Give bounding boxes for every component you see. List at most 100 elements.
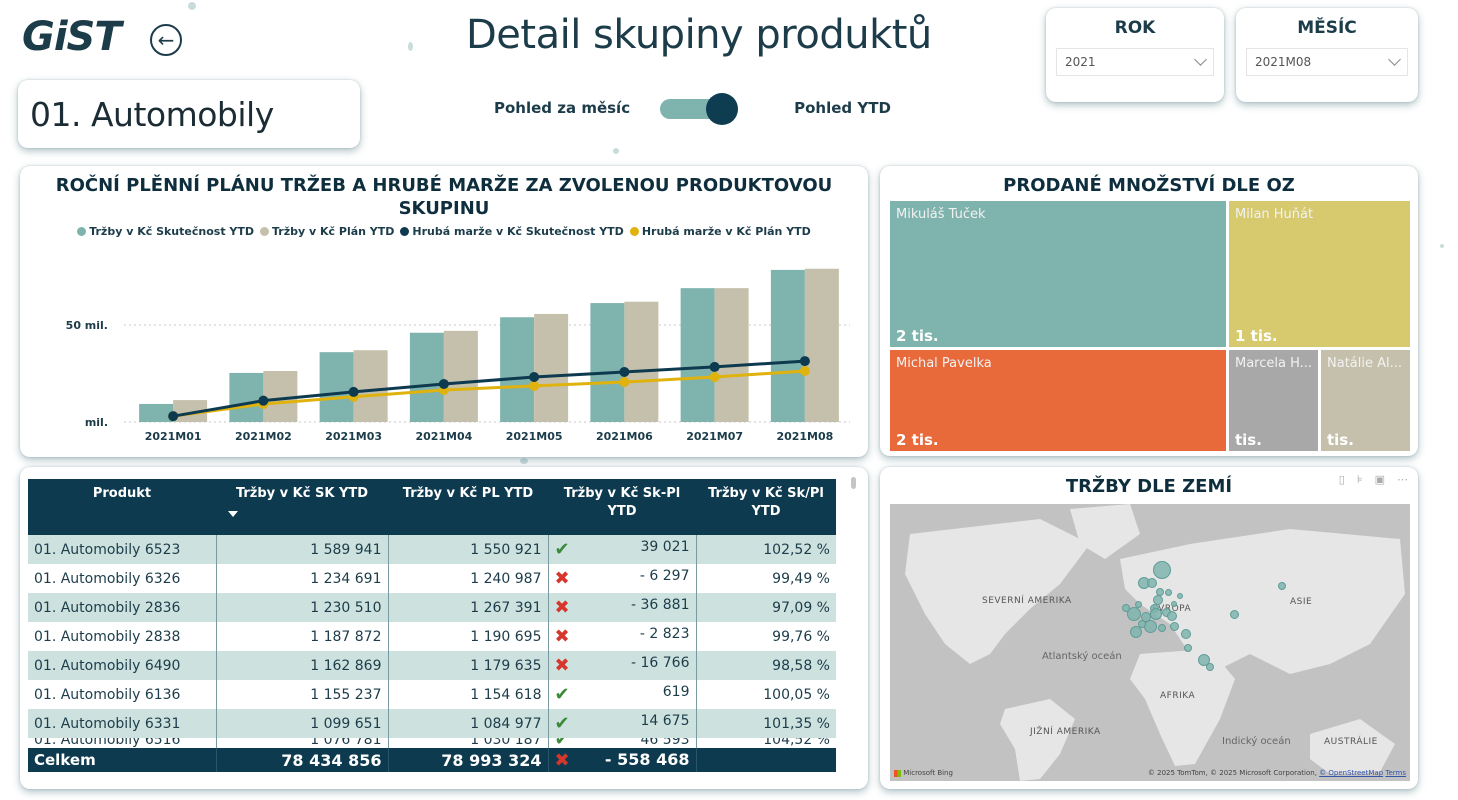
country-bubble[interactable]: [1150, 608, 1162, 620]
cell-pl: 1 154 618: [387, 680, 548, 709]
check-icon: ✔: [555, 738, 577, 748]
table-scrollbar[interactable]: [851, 477, 856, 489]
bar-plan[interactable]: [624, 301, 659, 422]
bar-actual[interactable]: [770, 269, 805, 422]
legend-item[interactable]: Hrubá marže v Kč Skutečnost YTD: [400, 225, 624, 238]
legend-item[interactable]: Hrubá marže v Kč Plán YTD: [629, 225, 811, 238]
filter-icon[interactable]: ⊧: [1356, 473, 1363, 486]
country-bubble[interactable]: [1167, 611, 1177, 621]
treemap-tile[interactable]: Milan Huňát 1 tis.: [1229, 201, 1410, 347]
country-bubble[interactable]: [1177, 593, 1183, 599]
bar-actual[interactable]: [319, 352, 354, 422]
check-icon: ✔: [554, 684, 570, 705]
year-dropdown[interactable]: 2021: [1056, 48, 1214, 76]
x-tick-label: 2021M08: [776, 430, 833, 443]
treemap-tile[interactable]: Natálie Al... tis.: [1321, 350, 1410, 451]
country-bubble[interactable]: [1181, 629, 1191, 639]
table-row[interactable]: 01. Automobily 2836 1 230 510 1 267 391 ✖ - …: [28, 593, 836, 622]
eurasia-shape: [1120, 529, 1405, 674]
month-dropdown[interactable]: 2021M08: [1246, 48, 1408, 76]
country-bubble[interactable]: [1158, 624, 1166, 632]
country-bubble[interactable]: [1130, 626, 1142, 638]
bar-plan[interactable]: [353, 350, 388, 422]
pin-icon[interactable]: ▯: [1338, 473, 1345, 486]
line-point[interactable]: [438, 378, 449, 389]
bar-actual[interactable]: [229, 372, 264, 422]
col-header-pct[interactable]: Tržby v Kč Sk/Pl YTD: [696, 479, 836, 535]
country-bubble[interactable]: [1134, 600, 1142, 608]
country-bubble[interactable]: [1229, 609, 1239, 619]
x-tick-label: 2021M06: [596, 430, 653, 443]
view-toggle-switch[interactable]: [660, 93, 742, 125]
microsoft-logo-icon: [894, 769, 901, 777]
country-bubble[interactable]: [1153, 561, 1171, 579]
line-point[interactable]: [709, 361, 720, 372]
line-point[interactable]: [709, 371, 720, 382]
col-header-pl[interactable]: Tržby v Kč PL YTD: [388, 479, 548, 535]
country-bubble[interactable]: [1171, 601, 1177, 607]
col-header-sk[interactable]: Tržby v Kč SK YTD: [216, 479, 388, 535]
country-bubble[interactable]: [1278, 582, 1286, 590]
back-button[interactable]: ←: [150, 24, 182, 56]
bar-plan[interactable]: [804, 268, 839, 422]
bar-plan[interactable]: [443, 330, 478, 422]
bar-actual[interactable]: [590, 303, 625, 422]
col-header-diff[interactable]: Tržby v Kč Sk-Pl YTD: [548, 479, 696, 535]
focus-mode-icon[interactable]: ▣: [1374, 473, 1385, 486]
country-bubble[interactable]: [1138, 620, 1146, 628]
col-header-product[interactable]: Produkt: [28, 479, 216, 535]
treemap-tile[interactable]: Marcela H... tis.: [1229, 350, 1318, 451]
north-america-shape: [905, 519, 1090, 664]
line-point[interactable]: [529, 371, 540, 382]
table-row[interactable]: 01. Automobily 6331 1 099 651 1 084 977 ✔ 14…: [28, 709, 836, 738]
treemap-tile[interactable]: Mikuláš Tuček 2 tis.: [890, 201, 1226, 347]
bar-actual[interactable]: [500, 317, 535, 422]
bar-actual[interactable]: [139, 403, 174, 422]
chart-legend: Tržby v Kč Skutečnost YTD Tržby v Kč Plán…: [20, 225, 868, 238]
table-row[interactable]: 01. Automobily 6326 1 234 691 1 240 987 ✖ - …: [28, 564, 836, 593]
line-point[interactable]: [258, 395, 269, 406]
bar-actual[interactable]: [680, 288, 715, 422]
country-bubble[interactable]: [1184, 644, 1192, 652]
more-options-icon[interactable]: ⋯: [1397, 473, 1408, 486]
line-point[interactable]: [529, 380, 540, 391]
country-bubble[interactable]: [1147, 578, 1157, 588]
line-point[interactable]: [799, 356, 810, 367]
gist-logo: GiST: [22, 14, 122, 60]
table-row[interactable]: 01. Automobily 6136 1 155 237 1 154 618 ✔ 61…: [28, 680, 836, 709]
cell-pl: 1 084 977: [387, 709, 548, 738]
cell-pct: 97,09 %: [695, 593, 836, 622]
osm-link[interactable]: © OpenStreetMap: [1319, 769, 1384, 777]
cell-sk: 1 589 941: [215, 535, 388, 564]
treemap-tile[interactable]: Michal Pavelka 2 tis.: [890, 350, 1226, 451]
table-row[interactable]: 01. Automobily 6490 1 162 869 1 179 635 ✖ - …: [28, 651, 836, 680]
month-slicer-title: MĚSÍC: [1297, 18, 1357, 38]
toggle-knob[interactable]: [706, 93, 739, 125]
table-row[interactable]: 01. Automobily 2838 1 187 872 1 190 695 ✖ - …: [28, 622, 836, 651]
table-row[interactable]: 01. Automobily 6523 1 589 941 1 550 921 ✔ 39…: [28, 535, 836, 564]
line-point[interactable]: [799, 365, 810, 376]
country-bubble[interactable]: [1206, 663, 1214, 671]
line-point[interactable]: [168, 411, 179, 422]
sort-descending-icon[interactable]: [228, 511, 238, 517]
legend-item[interactable]: Tržby v Kč Skutečnost YTD: [77, 225, 254, 238]
bar-plan[interactable]: [534, 313, 569, 422]
bar-plan[interactable]: [714, 288, 749, 422]
world-map[interactable]: SEVERNÍ AMERIKA EVROPA ASIE Atlantský oc…: [890, 504, 1410, 781]
legend-item[interactable]: Tržby v Kč Plán YTD: [260, 225, 394, 238]
country-bubble[interactable]: [1164, 588, 1172, 596]
line-point[interactable]: [619, 366, 630, 377]
country-bubble[interactable]: [1169, 621, 1179, 631]
terms-link[interactable]: Terms: [1385, 769, 1406, 777]
country-bubble[interactable]: [1127, 607, 1141, 621]
bar-actual[interactable]: [409, 332, 444, 422]
line-point[interactable]: [619, 377, 630, 388]
line-point[interactable]: [348, 386, 359, 397]
tile-value: 2 tis.: [896, 327, 939, 345]
product-group-card: 01. Automobily: [18, 80, 360, 148]
country-bubble[interactable]: [1153, 595, 1163, 605]
arrow-left-circle-icon: ←: [157, 28, 175, 52]
diff-value: 39 021: [640, 539, 690, 555]
diff-value: 14 675: [640, 713, 690, 729]
